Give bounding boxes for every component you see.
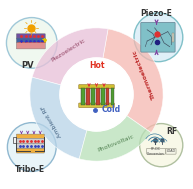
FancyBboxPatch shape bbox=[166, 148, 176, 154]
Bar bbox=[13, 136, 16, 143]
FancyBboxPatch shape bbox=[141, 22, 175, 52]
FancyBboxPatch shape bbox=[16, 143, 44, 148]
Wedge shape bbox=[79, 115, 151, 161]
Circle shape bbox=[60, 58, 133, 131]
FancyBboxPatch shape bbox=[79, 85, 114, 89]
FancyBboxPatch shape bbox=[16, 38, 45, 43]
Bar bbox=[86, 88, 90, 105]
Wedge shape bbox=[30, 77, 87, 159]
Bar bbox=[111, 88, 114, 105]
Bar bbox=[101, 88, 105, 105]
Circle shape bbox=[134, 13, 183, 62]
Text: RF: RF bbox=[166, 127, 177, 136]
Circle shape bbox=[140, 124, 183, 167]
Wedge shape bbox=[32, 28, 108, 85]
Text: Piezoelectric: Piezoelectric bbox=[51, 38, 87, 63]
Text: Cold: Cold bbox=[101, 105, 120, 114]
Text: Thermoelectric: Thermoelectric bbox=[133, 49, 157, 101]
FancyBboxPatch shape bbox=[16, 149, 44, 153]
Text: RF-DC
Conversion: RF-DC Conversion bbox=[147, 147, 165, 156]
FancyBboxPatch shape bbox=[147, 148, 166, 154]
Text: Photovoltaic: Photovoltaic bbox=[97, 133, 135, 153]
FancyBboxPatch shape bbox=[16, 34, 45, 39]
Bar bbox=[106, 88, 109, 105]
Circle shape bbox=[6, 18, 57, 68]
Bar bbox=[173, 33, 174, 42]
FancyBboxPatch shape bbox=[16, 134, 44, 139]
Bar bbox=[96, 88, 100, 105]
Wedge shape bbox=[103, 29, 163, 133]
FancyBboxPatch shape bbox=[16, 43, 45, 49]
Text: PV: PV bbox=[22, 61, 34, 70]
Text: Ambient RF: Ambient RF bbox=[40, 104, 63, 138]
Circle shape bbox=[7, 123, 56, 171]
Bar bbox=[91, 88, 95, 105]
Bar bbox=[81, 88, 85, 105]
FancyBboxPatch shape bbox=[79, 103, 114, 108]
Text: Piezo-E: Piezo-E bbox=[140, 9, 172, 18]
FancyBboxPatch shape bbox=[16, 138, 44, 143]
Text: Hot: Hot bbox=[89, 61, 104, 70]
Text: Tribo-E: Tribo-E bbox=[15, 165, 45, 174]
Text: LOAD: LOAD bbox=[166, 149, 176, 153]
